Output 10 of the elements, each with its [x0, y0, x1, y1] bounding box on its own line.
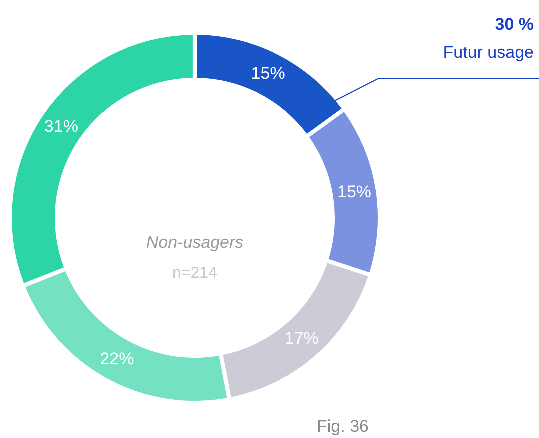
- data-label: 22%: [100, 350, 134, 369]
- text: Non-usagers: [146, 233, 244, 252]
- data-label: 31%: [44, 117, 78, 136]
- caption: Fig. 36: [317, 417, 369, 436]
- donut-slice: [309, 112, 378, 273]
- donut-slice: [223, 263, 368, 398]
- data-label: 15%: [251, 64, 286, 84]
- text: Futur usage: [443, 43, 534, 62]
- data-label: 15%: [337, 182, 372, 202]
- text: 30 %: [495, 15, 534, 34]
